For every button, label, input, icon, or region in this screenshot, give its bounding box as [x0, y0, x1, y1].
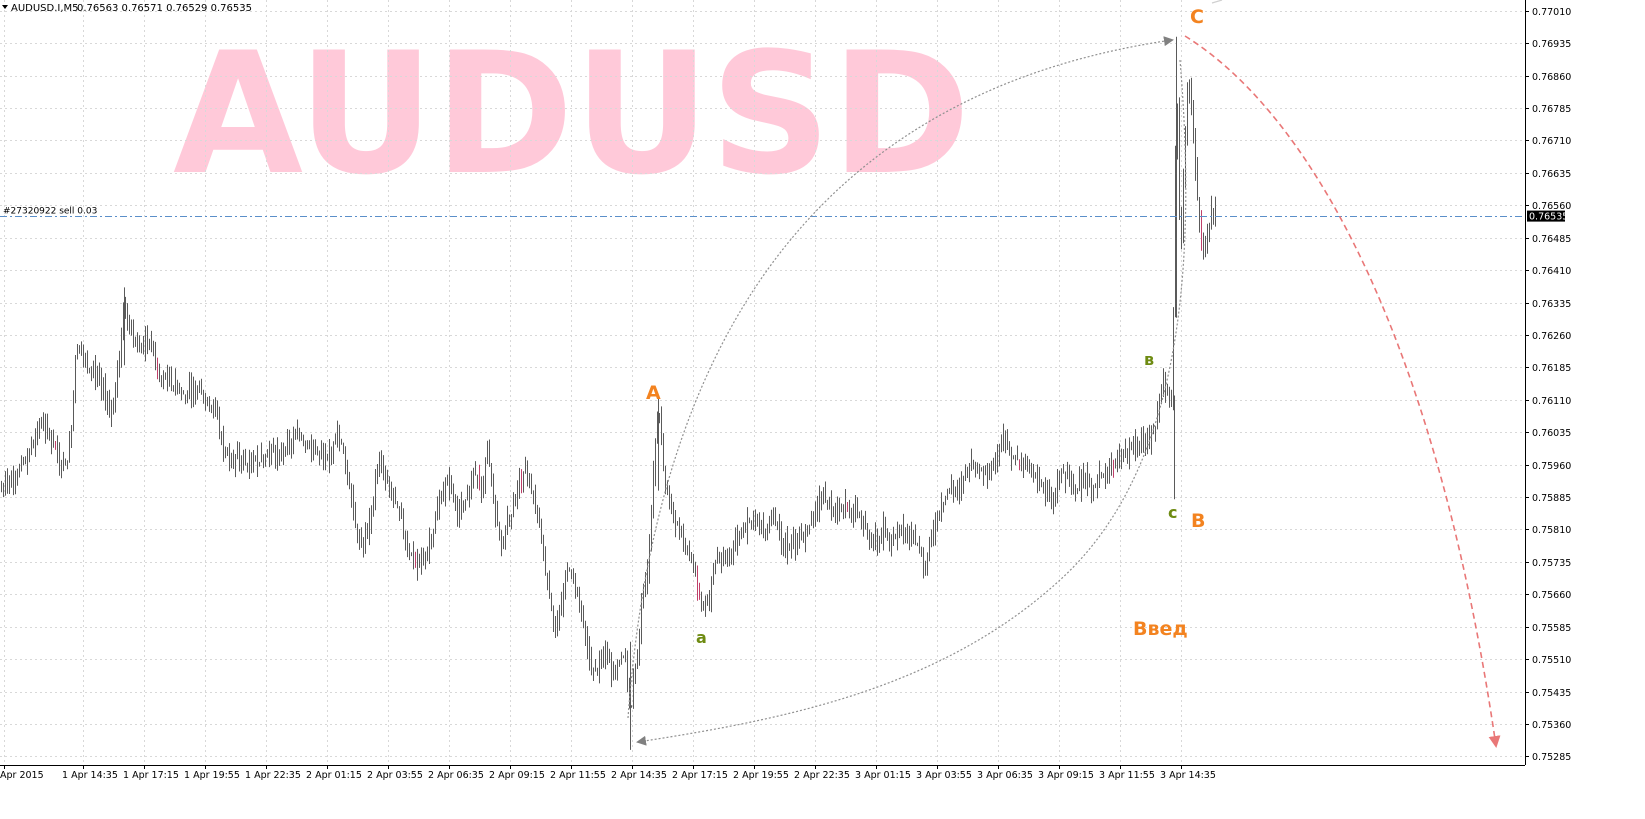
time-tick-label: 2 Apr 09:15 [489, 770, 545, 781]
price-tick-label: 0.75435 [1532, 688, 1571, 699]
price-tick-label: 0.75660 [1532, 590, 1571, 601]
wave-label-A: A [646, 382, 661, 404]
price-tick-label: 0.76785 [1532, 104, 1571, 115]
price-tick-label: 0.76710 [1532, 136, 1571, 147]
price-tick-label: 0.75510 [1532, 655, 1571, 666]
time-tick-label: 2 Apr 14:35 [611, 770, 667, 781]
time-tick-label: 2 Apr 01:15 [306, 770, 362, 781]
wave-label-c: c [1168, 503, 1177, 522]
wave-arrow-top-stub [1211, 0, 1223, 4]
time-tick-label: 1 Apr 22:35 [245, 770, 301, 781]
price-tick-label: 0.76110 [1532, 396, 1571, 407]
price-tick-label: 0.76410 [1532, 266, 1571, 277]
time-tick-label: 3 Apr 14:35 [1160, 770, 1216, 781]
price-tick-label: 0.75960 [1532, 461, 1571, 472]
time-tick-label: 2 Apr 06:35 [428, 770, 484, 781]
symbol-watermark: AUDUSD [173, 16, 971, 212]
price-tick-label: 0.76260 [1532, 331, 1571, 342]
current-price-box [1527, 210, 1565, 222]
price-tick-label: 0.77010 [1532, 7, 1571, 18]
time-tick-label: 2 Apr 11:55 [550, 770, 606, 781]
price-tick-label: 0.76485 [1532, 234, 1571, 245]
time-tick-label: 2 Apr 19:55 [733, 770, 789, 781]
triangle-down-icon[interactable] [2, 5, 8, 9]
price-tick-label: 0.76335 [1532, 299, 1571, 310]
chart-symbol: AUDUSD.I,M5 [11, 3, 79, 14]
time-tick-label: 2 Apr 22:35 [794, 770, 850, 781]
wave-label-B: B [1191, 510, 1205, 532]
price-tick-label: 0.76860 [1532, 72, 1571, 83]
price-axis[interactable]: 0.77010 0.76935 0.76860 0.76785 0.76710 0.766… [1525, 7, 1571, 763]
chart-ohlc: 0.76563 0.76571 0.76529 0.76535 [77, 3, 252, 14]
time-tick-label: 1 Apr 19:55 [184, 770, 240, 781]
price-tick-label: 0.76560 [1532, 201, 1571, 212]
price-tick-label: 0.75285 [1532, 752, 1571, 763]
price-tick-label: 0.75810 [1532, 525, 1571, 536]
time-tick-label: 3 Apr 09:15 [1038, 770, 1094, 781]
price-tick-label: 0.75585 [1532, 623, 1571, 634]
price-tick-label: 0.75885 [1532, 493, 1571, 504]
wave-label-C: C [1190, 6, 1204, 28]
chart-grid [0, 0, 1525, 765]
entry-label: Введ [1133, 618, 1188, 640]
time-tick-label: 1 Apr 17:15 [123, 770, 179, 781]
time-axis[interactable]: Apr 2015 1 Apr 14:35 1 Apr 17:15 1 Apr 19:5… [0, 765, 1216, 781]
time-tick-label: 3 Apr 01:15 [855, 770, 911, 781]
price-tick-label: 0.76935 [1532, 39, 1571, 50]
price-tick-label: 0.76635 [1532, 169, 1571, 180]
wave-label-b: в [1144, 350, 1154, 369]
time-tick-label: 2 Apr 03:55 [367, 770, 423, 781]
forecast-arrow [1184, 35, 1501, 748]
time-tick-label: 1 Apr 14:35 [62, 770, 118, 781]
time-tick-label: Apr 2015 [0, 770, 44, 781]
price-tick-label: 0.76035 [1532, 428, 1571, 439]
time-tick-label: 3 Apr 06:35 [977, 770, 1033, 781]
wave-label-a: a [696, 628, 707, 647]
price-tick-label: 0.75735 [1532, 558, 1571, 569]
time-tick-label: 2 Apr 17:15 [672, 770, 728, 781]
candlestick-series[interactable] [1, 36, 1216, 750]
price-tick-label: 0.76185 [1532, 363, 1571, 374]
time-tick-label: 3 Apr 03:55 [916, 770, 972, 781]
wave-arrow-a-to-c [627, 36, 1174, 719]
order-line-label: #27320922 sell 0.03 [3, 207, 97, 217]
time-tick-label: 3 Apr 11:55 [1099, 770, 1155, 781]
price-tick-label: 0.75360 [1532, 720, 1571, 731]
current-price-label: 0.76535 [1529, 212, 1568, 223]
